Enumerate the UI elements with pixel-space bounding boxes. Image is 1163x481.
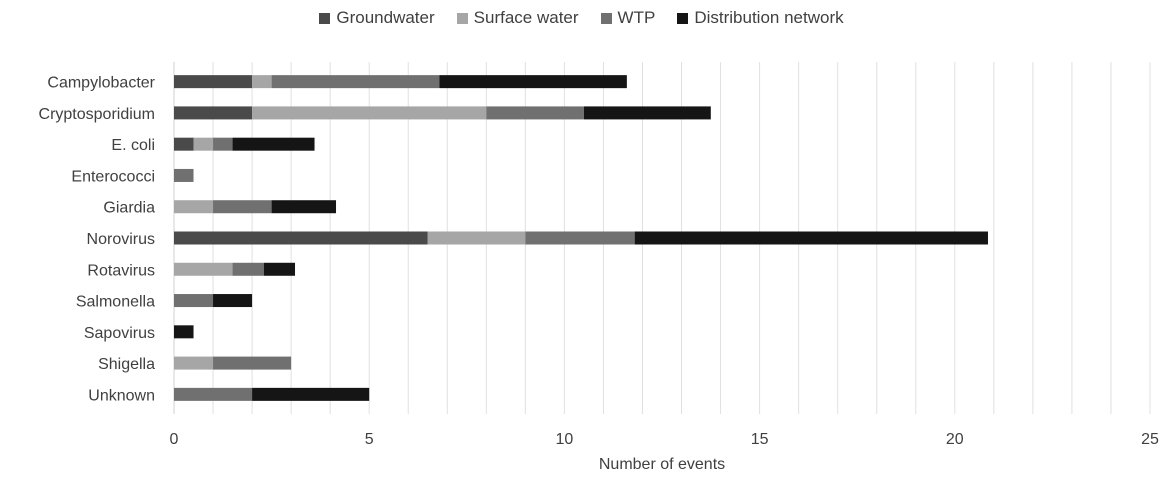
bar-segment-surface-water (193, 137, 214, 151)
bar-segment-groundwater (174, 75, 253, 89)
bar-segment-distribution-network (213, 294, 253, 308)
bar-segment-wtp (174, 294, 214, 308)
x-axis-label: Number of events (599, 456, 725, 473)
bar-segment-wtp (213, 200, 272, 214)
legend-swatch (600, 12, 612, 24)
bar-segment-wtp (213, 137, 233, 151)
x-tick-label: 10 (556, 431, 574, 448)
bar-segment-surface-water (252, 75, 272, 89)
legend-swatch (319, 12, 331, 24)
legend-swatch (456, 12, 468, 24)
bar-segment-groundwater (174, 137, 194, 151)
legend-label: Surface water (473, 8, 579, 27)
bar-segment-distribution-network (634, 231, 988, 245)
legend-label: WTP (617, 8, 656, 27)
x-tick-label: 20 (946, 431, 964, 448)
bar-segment-groundwater (174, 106, 253, 120)
category-label: Campylobacter (47, 75, 155, 92)
bar-segment-wtp (174, 387, 253, 401)
legend-item-3: Distribution network (677, 8, 844, 28)
bar-segment-distribution-network (174, 325, 194, 339)
category-label: Rotavirus (87, 262, 155, 279)
category-label: Cryptosporidium (39, 106, 155, 123)
bar-segment-distribution-network (439, 75, 627, 89)
category-label: Giardia (103, 200, 155, 217)
bar-segment-wtp (486, 106, 584, 120)
x-tick-label: 5 (365, 431, 374, 448)
category-label: E. coli (111, 137, 155, 154)
bar-segment-wtp (271, 75, 440, 89)
x-tick-label: 25 (1141, 431, 1159, 448)
bar-segment-surface-water (174, 200, 214, 214)
bar-segment-wtp (174, 168, 194, 182)
legend: Groundwater Surface water WTP Distribution … (0, 8, 1163, 28)
legend-item-2: WTP (600, 8, 656, 28)
legend-item-1: Surface water (456, 8, 579, 28)
bars (174, 75, 988, 401)
category-label: Sapovirus (84, 325, 155, 342)
category-label: Norovirus (87, 231, 155, 248)
bar-segment-groundwater (174, 231, 428, 245)
bar-segment-distribution-network (263, 262, 296, 276)
x-tick-label: 15 (751, 431, 769, 448)
category-label: Shigella (98, 356, 155, 373)
legend-label: Distribution network (694, 8, 844, 27)
bar-segment-distribution-network (252, 387, 370, 401)
x-tick-label: 0 (170, 431, 179, 448)
category-label: Salmonella (76, 294, 155, 311)
bar-segment-surface-water (427, 231, 526, 245)
category-label: Enterococci (71, 168, 155, 185)
x-axis-tick-labels: 0 5 10 15 20 25 (170, 431, 1159, 448)
category-label: Unknown (88, 387, 155, 404)
y-axis-labels: Campylobacter Cryptosporidium E. coli Enter… (39, 75, 156, 405)
bar-segment-distribution-network (232, 137, 315, 151)
bar-segment-surface-water (252, 106, 487, 120)
bar-segment-wtp (213, 356, 292, 370)
bar-segment-distribution-network (271, 200, 337, 214)
legend-swatch (677, 12, 689, 24)
legend-item-0: Groundwater (319, 8, 435, 28)
bar-segment-distribution-network (583, 106, 711, 120)
bar-segment-wtp (525, 231, 635, 245)
bar-segment-wtp (232, 262, 264, 276)
bar-segment-surface-water (174, 262, 233, 276)
bar-segment-surface-water (174, 356, 214, 370)
legend-label: Groundwater (336, 8, 435, 27)
